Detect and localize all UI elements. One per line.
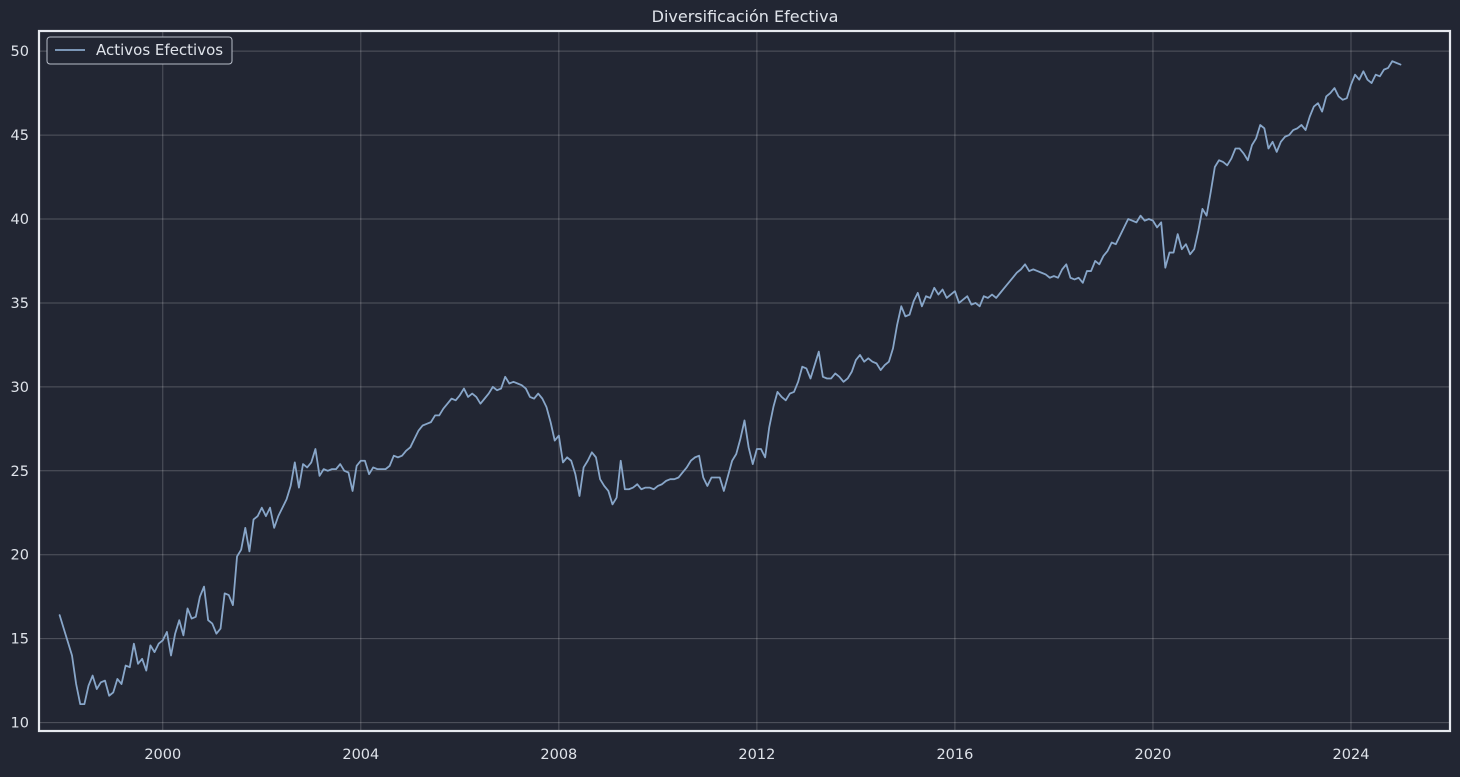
legend-box (46, 36, 233, 65)
tick-layer: 2000 2004 2008 2012 2016 2020 2024 10 15 20 25 30 35… (11, 44, 1370, 763)
y-tick-label-45: 45 (11, 128, 29, 144)
x-tick-label-2004: 2004 (342, 747, 379, 763)
series-layer (58, 60, 1402, 706)
x-tick-label-2000: 2000 (144, 747, 181, 763)
x-tick-label-2008: 2008 (540, 747, 577, 763)
y-tick-label-35: 35 (11, 296, 29, 312)
legend: Activos Efectivos (46, 36, 233, 65)
y-tick-label-20: 20 (11, 548, 29, 564)
grid-layer (39, 31, 1450, 731)
chart-title: Diversificación Efectiva (652, 7, 839, 26)
y-tick-label-50: 50 (11, 44, 29, 60)
y-tick-label-25: 25 (11, 464, 29, 480)
y-tick-label-40: 40 (11, 212, 29, 228)
y-tick-label-30: 30 (11, 380, 29, 396)
y-tick-label-10: 10 (11, 716, 29, 732)
y-tick-label-15: 15 (11, 632, 29, 648)
series-line-0 (58, 60, 1402, 706)
plot-frame (37, 29, 1452, 733)
x-tick-label-2012: 2012 (738, 747, 775, 763)
x-tick-label-2020: 2020 (1134, 747, 1171, 763)
x-tick-label-2024: 2024 (1333, 747, 1370, 763)
legend-label-0: Activos Efectivos (96, 41, 223, 59)
x-tick-label-2016: 2016 (936, 747, 973, 763)
